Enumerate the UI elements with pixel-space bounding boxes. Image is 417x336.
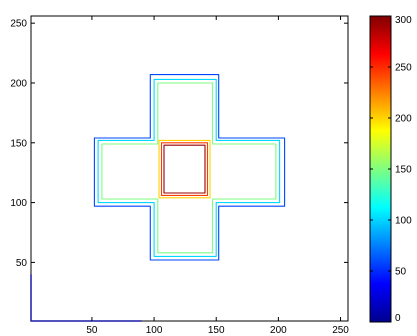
contour-level-95 [97,78,281,257]
y-tick-label: 100 [10,198,27,209]
x-tick-label: 150 [208,325,225,336]
x-tick-label: 200 [270,325,287,336]
colorbar-tick-label: 300 [395,15,412,26]
colorbar-tick-label: 250 [395,63,412,74]
y-tick-label: 200 [10,78,27,89]
contour-level-195 [158,139,211,199]
y-tick-label: 250 [10,19,27,30]
x-tick-label: 250 [332,325,349,336]
contour-level-290 [163,144,206,194]
colorbar-tick-label: 50 [395,267,407,278]
colorbar-ticks: 0 50 100 150 200 250 300 [370,15,412,324]
contour-level-20 [30,274,142,322]
colorbar-tick-label: 200 [395,114,412,125]
contour-level-60 [93,74,286,261]
colorbar-tick-label: 150 [395,165,412,176]
x-tick-label: 50 [86,325,98,336]
colorbar-tick-label: 100 [395,216,412,227]
contour-level-245 [160,142,209,196]
y-axis-ticks: 50 100 150 200 250 [10,19,348,269]
colorbar-tick-label: 0 [395,313,401,324]
x-axis-ticks: 50 100 150 200 250 [86,16,349,336]
contour-level-140 [101,82,277,254]
colorbar [369,15,392,323]
y-tick-label: 50 [16,258,28,269]
x-tick-label: 100 [146,325,163,336]
y-tick-label: 150 [10,138,27,149]
plot-area [30,15,349,322]
contour-lines [30,74,286,322]
